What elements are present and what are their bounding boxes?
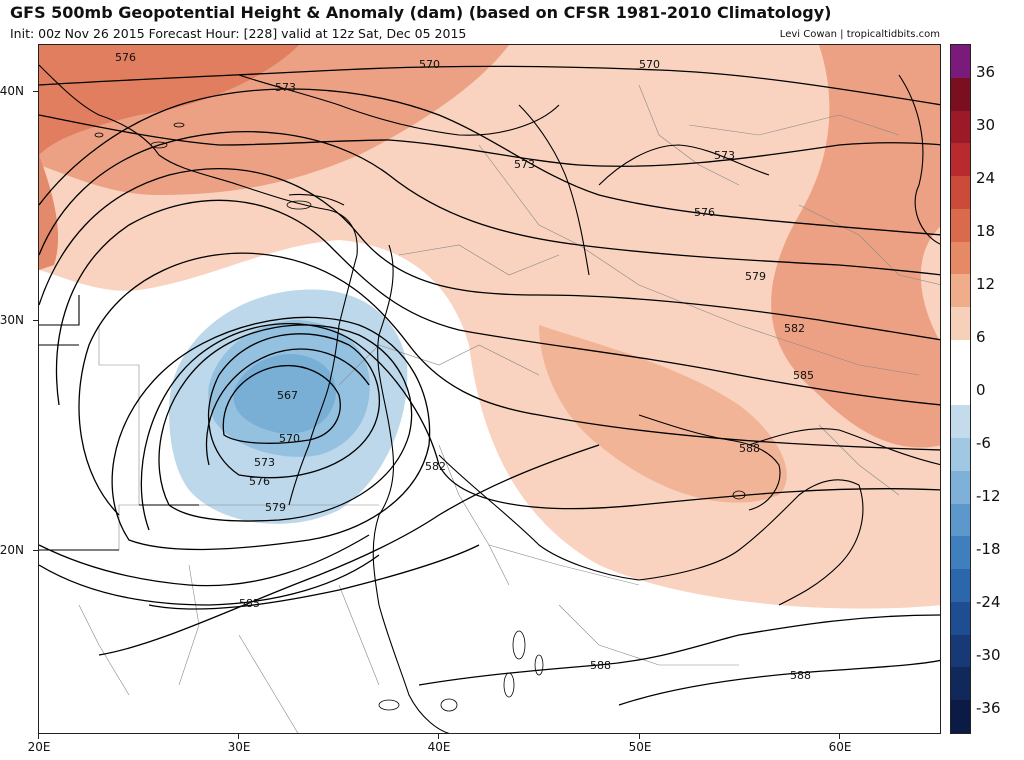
contour-label-576-c: 576 bbox=[249, 475, 270, 488]
colorbar-label: 30 bbox=[976, 116, 996, 135]
colorbar-label: -36 bbox=[976, 698, 1001, 717]
lat-label-20n: 20N bbox=[0, 543, 24, 557]
lon-tick-50e bbox=[639, 734, 640, 739]
colorbar-segment bbox=[951, 307, 970, 341]
contour-label-573-b: 573 bbox=[514, 158, 535, 171]
colorbar-segment bbox=[951, 700, 970, 734]
negative-anomaly-strong bbox=[233, 354, 336, 434]
colorbar-label: -6 bbox=[976, 433, 991, 452]
lat-label-30n: 30N bbox=[0, 313, 24, 327]
contour-label-573-c: 573 bbox=[714, 149, 735, 162]
colorbar-segment bbox=[951, 405, 970, 439]
contour-label-579-b: 579 bbox=[265, 501, 286, 514]
colorbar-label: -30 bbox=[976, 645, 1001, 664]
contour-label-576-a: 576 bbox=[115, 51, 136, 64]
contour-label-582-b: 582 bbox=[425, 460, 446, 473]
lon-label-30e: 30E bbox=[227, 740, 251, 754]
lat-tick-30n bbox=[33, 320, 38, 321]
colorbar-segment bbox=[951, 274, 970, 308]
lon-label-60e: 60E bbox=[828, 740, 852, 754]
lat-label-40n: 40N bbox=[0, 84, 24, 98]
chart-subtitle: Init: 00z Nov 26 2015 Forecast Hour: [22… bbox=[10, 26, 467, 41]
colorbar bbox=[950, 44, 971, 734]
colorbar-segment bbox=[951, 372, 970, 406]
colorbar-label: -24 bbox=[976, 592, 1001, 611]
colorbar-segment bbox=[951, 438, 970, 472]
lon-label-50e: 50E bbox=[628, 740, 652, 754]
contour-label-567: 567 bbox=[277, 389, 298, 402]
colorbar-label: 24 bbox=[976, 169, 996, 188]
contour-label-588-c: 588 bbox=[790, 669, 811, 682]
contour-label-570-c: 570 bbox=[279, 432, 300, 445]
lon-tick-60e bbox=[839, 734, 840, 739]
colorbar-segment bbox=[951, 176, 970, 210]
country-borders bbox=[78, 84, 940, 733]
colorbar-segment bbox=[951, 208, 970, 243]
colorbar-segment bbox=[951, 601, 970, 636]
colorbar-segment bbox=[951, 503, 970, 537]
colorbar-segment bbox=[951, 110, 970, 144]
colorbar-segment bbox=[951, 634, 970, 668]
contour-label-573-a: 573 bbox=[275, 81, 296, 94]
contour-label-585-a: 585 bbox=[793, 369, 814, 382]
colorbar-segment bbox=[951, 143, 970, 177]
lon-tick-40e bbox=[438, 734, 439, 739]
contour-label-570-b: 570 bbox=[639, 58, 660, 71]
height-contours bbox=[39, 65, 940, 706]
colorbar-label: 12 bbox=[976, 275, 996, 294]
chart-title: GFS 500mb Geopotential Height & Anomaly … bbox=[10, 3, 832, 22]
colorbar-label: 18 bbox=[976, 222, 996, 241]
positive-anomaly-strong bbox=[39, 45, 299, 155]
contour-label-588-b: 588 bbox=[590, 659, 611, 672]
colorbar-segment bbox=[951, 339, 970, 374]
positive-anomaly-mid bbox=[39, 45, 940, 448]
contour-label-588-a: 588 bbox=[739, 442, 760, 455]
contour-label-570-a: 570 bbox=[419, 58, 440, 71]
colorbar-segment bbox=[951, 536, 970, 570]
colorbar-label: -18 bbox=[976, 539, 1001, 558]
colorbar-segment bbox=[951, 77, 970, 111]
lon-tick-20e bbox=[38, 734, 39, 739]
contour-label-573-d: 573 bbox=[254, 456, 275, 469]
colorbar-label: 0 bbox=[976, 381, 986, 399]
lon-tick-30e bbox=[238, 734, 239, 739]
map-panel: 576 573 570 570 573 573 576 579 582 585 … bbox=[38, 44, 941, 734]
lon-label-40e: 40E bbox=[427, 740, 451, 754]
map-canvas: 576 573 570 570 573 573 576 579 582 585 … bbox=[39, 45, 940, 733]
contour-label-579-a: 579 bbox=[745, 270, 766, 283]
colorbar-label: 36 bbox=[976, 63, 996, 82]
lat-tick-40n bbox=[33, 91, 38, 92]
colorbar-segment bbox=[951, 45, 970, 79]
positive-anomaly-strong-2 bbox=[39, 155, 59, 270]
lon-label-20e: 20E bbox=[27, 740, 51, 754]
colorbar-segment bbox=[951, 569, 970, 603]
colorbar-label: 6 bbox=[976, 328, 986, 347]
credit-text: Levi Cowan | tropicaltidbits.com bbox=[779, 29, 940, 40]
contour-label-576-b: 576 bbox=[694, 206, 715, 219]
contour-labels: 576 573 570 570 573 573 576 579 582 585 … bbox=[115, 51, 814, 682]
islands bbox=[94, 122, 746, 712]
contour-label-582-a: 582 bbox=[784, 322, 805, 335]
colorbar-label: -12 bbox=[976, 486, 1001, 505]
positive-anomaly-mid-3 bbox=[539, 325, 787, 503]
colorbar-segment bbox=[951, 241, 970, 275]
lat-tick-20n bbox=[33, 550, 38, 551]
contour-label-585-b: 585 bbox=[239, 597, 260, 610]
colorbar-segment bbox=[951, 470, 970, 505]
colorbar-segment bbox=[951, 667, 970, 701]
